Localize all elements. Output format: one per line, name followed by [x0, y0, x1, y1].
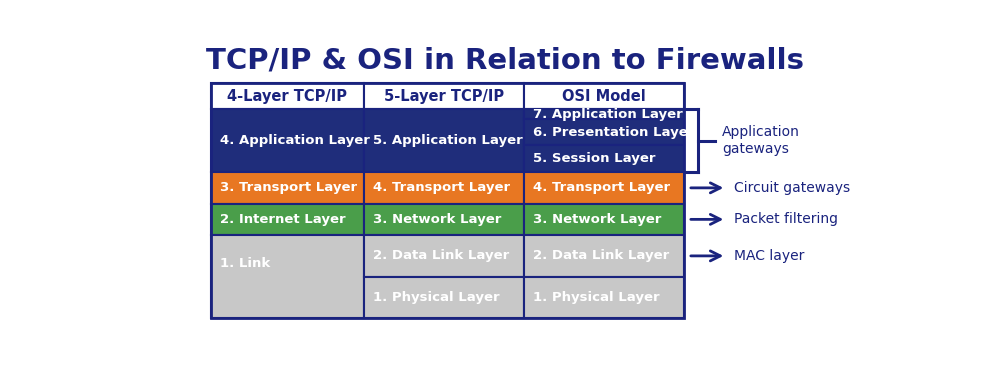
- Bar: [524, 172, 685, 203]
- Bar: [211, 172, 363, 203]
- Text: OSI Model: OSI Model: [562, 89, 646, 104]
- Text: 5-Layer TCP/IP: 5-Layer TCP/IP: [384, 89, 503, 104]
- Bar: [524, 109, 685, 119]
- Bar: [363, 235, 524, 277]
- Text: 4-Layer TCP/IP: 4-Layer TCP/IP: [228, 89, 348, 104]
- Text: 3. Network Layer: 3. Network Layer: [372, 213, 501, 226]
- Bar: [363, 203, 524, 235]
- Bar: [524, 235, 685, 277]
- Text: 2. Data Link Layer: 2. Data Link Layer: [533, 249, 669, 262]
- Text: Circuit gateways: Circuit gateways: [734, 181, 850, 195]
- Bar: [211, 83, 685, 318]
- Bar: [524, 145, 685, 172]
- Bar: [211, 109, 363, 172]
- Bar: [524, 203, 685, 235]
- Text: Packet filtering: Packet filtering: [734, 212, 838, 227]
- Text: 4. Transport Layer: 4. Transport Layer: [372, 182, 510, 194]
- Text: MAC layer: MAC layer: [734, 249, 804, 263]
- Bar: [211, 235, 363, 318]
- Text: 4. Transport Layer: 4. Transport Layer: [533, 182, 670, 194]
- Bar: [524, 277, 685, 318]
- Bar: [524, 83, 685, 109]
- Bar: [524, 119, 685, 145]
- Bar: [211, 203, 363, 235]
- Text: 7. Application Layer: 7. Application Layer: [533, 108, 683, 121]
- Bar: [363, 277, 524, 318]
- Text: 1. Link: 1. Link: [220, 257, 270, 270]
- Bar: [363, 83, 524, 109]
- Bar: [363, 172, 524, 203]
- Text: 3. Network Layer: 3. Network Layer: [533, 213, 662, 226]
- Bar: [211, 83, 363, 109]
- Text: 2. Data Link Layer: 2. Data Link Layer: [372, 249, 509, 262]
- Text: 2. Internet Layer: 2. Internet Layer: [220, 213, 346, 226]
- Text: 6. Presentation Layer: 6. Presentation Layer: [533, 126, 694, 139]
- Text: 4. Application Layer: 4. Application Layer: [220, 134, 370, 147]
- Text: Application
gateways: Application gateways: [722, 125, 800, 156]
- Text: 5. Session Layer: 5. Session Layer: [533, 152, 656, 165]
- Text: 5. Application Layer: 5. Application Layer: [372, 134, 522, 147]
- Text: 1. Physical Layer: 1. Physical Layer: [533, 291, 660, 304]
- Text: 3. Transport Layer: 3. Transport Layer: [220, 182, 358, 194]
- Text: 1. Physical Layer: 1. Physical Layer: [372, 291, 499, 304]
- Bar: [363, 109, 524, 172]
- Text: TCP/IP & OSI in Relation to Firewalls: TCP/IP & OSI in Relation to Firewalls: [206, 46, 804, 74]
